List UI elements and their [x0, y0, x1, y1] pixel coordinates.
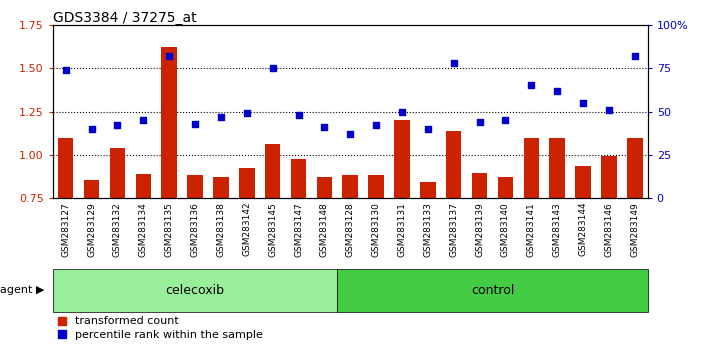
Bar: [394, 120, 410, 198]
Point: [138, 118, 149, 123]
Text: GSM283143: GSM283143: [553, 202, 562, 257]
Point: [551, 88, 562, 93]
Text: agent ▶: agent ▶: [0, 285, 44, 295]
Text: GSM283130: GSM283130: [372, 202, 381, 257]
Point: [60, 67, 71, 73]
Bar: [187, 175, 203, 198]
Text: GSM283137: GSM283137: [449, 202, 458, 257]
Point: [345, 131, 356, 137]
Point: [526, 82, 537, 88]
Text: GDS3384 / 37275_at: GDS3384 / 37275_at: [53, 11, 196, 25]
Bar: [472, 173, 487, 198]
Bar: [524, 137, 539, 198]
Point: [603, 107, 615, 113]
Point: [448, 60, 459, 66]
Bar: [601, 156, 617, 198]
Text: GSM283141: GSM283141: [527, 202, 536, 257]
Text: GSM283138: GSM283138: [216, 202, 225, 257]
Bar: [58, 137, 73, 198]
Text: GSM283144: GSM283144: [579, 202, 588, 256]
Point: [163, 53, 175, 59]
Text: GSM283135: GSM283135: [165, 202, 174, 257]
Bar: [446, 131, 461, 198]
FancyBboxPatch shape: [53, 269, 337, 312]
Text: GSM283129: GSM283129: [87, 202, 96, 257]
Bar: [549, 137, 565, 198]
Text: GSM283132: GSM283132: [113, 202, 122, 257]
Text: GSM283131: GSM283131: [398, 202, 406, 257]
Bar: [420, 182, 436, 198]
Point: [577, 100, 589, 105]
Bar: [368, 175, 384, 198]
Point: [500, 118, 511, 123]
Bar: [498, 177, 513, 198]
Text: GSM283142: GSM283142: [242, 202, 251, 256]
Text: GSM283128: GSM283128: [346, 202, 355, 257]
Text: GSM283140: GSM283140: [501, 202, 510, 257]
Point: [293, 112, 304, 118]
Point: [112, 122, 123, 128]
Point: [629, 53, 641, 59]
Text: GSM283145: GSM283145: [268, 202, 277, 257]
Point: [474, 119, 485, 125]
Text: GSM283136: GSM283136: [191, 202, 199, 257]
Point: [370, 122, 382, 128]
Bar: [317, 177, 332, 198]
Point: [319, 124, 330, 130]
Text: GSM283149: GSM283149: [630, 202, 639, 257]
Text: celecoxib: celecoxib: [165, 284, 225, 297]
Text: GSM283133: GSM283133: [423, 202, 432, 257]
Text: control: control: [471, 284, 514, 297]
Point: [422, 126, 434, 132]
Bar: [575, 166, 591, 198]
Point: [215, 114, 227, 120]
Bar: [627, 137, 643, 198]
Bar: [84, 180, 99, 198]
Text: GSM283146: GSM283146: [604, 202, 613, 257]
Point: [267, 65, 278, 71]
Legend: transformed count, percentile rank within the sample: transformed count, percentile rank withi…: [53, 312, 268, 344]
Text: GSM283148: GSM283148: [320, 202, 329, 257]
Text: GSM283127: GSM283127: [61, 202, 70, 257]
Bar: [291, 159, 306, 198]
Bar: [110, 148, 125, 198]
Point: [86, 126, 97, 132]
Bar: [161, 47, 177, 198]
Text: GSM283139: GSM283139: [475, 202, 484, 257]
Point: [241, 110, 253, 116]
FancyBboxPatch shape: [337, 269, 648, 312]
Text: GSM283134: GSM283134: [139, 202, 148, 257]
Text: GSM283147: GSM283147: [294, 202, 303, 257]
Bar: [136, 174, 151, 198]
Point: [189, 121, 201, 126]
Bar: [342, 175, 358, 198]
Point: [396, 109, 408, 114]
Bar: [265, 144, 280, 198]
Bar: [239, 168, 255, 198]
Bar: [213, 177, 229, 198]
